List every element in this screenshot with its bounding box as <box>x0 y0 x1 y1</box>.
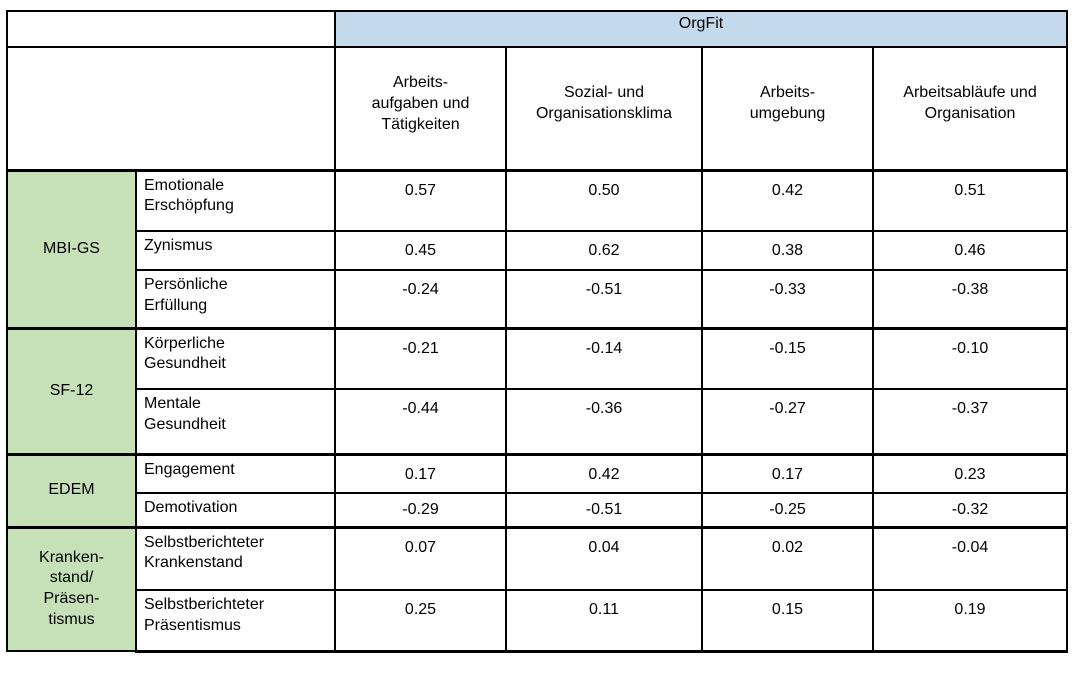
value-cell: -0.25 <box>701 492 874 528</box>
value-cell: -0.24 <box>334 269 507 329</box>
value-cell: 0.50 <box>505 168 703 232</box>
value-cell: 0.25 <box>334 589 507 653</box>
measure-label-cell: Emotionale Erschöpfung <box>135 168 336 232</box>
correlation-table: OrgFit Arbeits- aufgaben und Tätigkeiten… <box>6 10 1068 653</box>
group-header-krankenstand-praesentismus: Kranken- stand/ Präsen- tismus <box>6 525 137 652</box>
orgfit-header: OrgFit <box>334 10 1068 48</box>
measure-label-cell: Demotivation <box>135 492 336 528</box>
value-cell: 0.42 <box>505 452 703 494</box>
measure-label-cell: Selbstberichteter Krankenstand <box>135 525 336 591</box>
measure-label-cell: Körperliche Gesundheit <box>135 326 336 390</box>
column-header-arbeitsumgebung: Arbeits- umgebung <box>701 46 874 171</box>
value-cell: 0.38 <box>701 230 874 271</box>
value-cell: -0.04 <box>872 525 1068 591</box>
measure-label-cell: Zynismus <box>135 230 336 271</box>
value-cell: 0.04 <box>505 525 703 591</box>
measure-label-cell: Persönliche Erfüllung <box>135 269 336 329</box>
value-cell: -0.36 <box>505 388 703 455</box>
value-cell: 0.45 <box>334 230 507 271</box>
value-cell: -0.15 <box>701 326 874 390</box>
value-cell: -0.44 <box>334 388 507 455</box>
value-cell: 0.15 <box>701 589 874 653</box>
measure-label-cell: Engagement <box>135 452 336 494</box>
measure-label-cell: Mentale Gesundheit <box>135 388 336 455</box>
value-cell: -0.29 <box>334 492 507 528</box>
value-cell: -0.14 <box>505 326 703 390</box>
orgfit-header-row: OrgFit <box>6 10 1068 48</box>
value-cell: 0.17 <box>701 452 874 494</box>
table-row: Persönliche Erfüllung -0.24 -0.51 -0.33 … <box>7 269 1068 329</box>
value-cell: -0.51 <box>505 269 703 329</box>
column-header-arbeitsablaeufe: Arbeitsabläufe und Organisation <box>872 46 1068 171</box>
value-cell: 0.46 <box>872 230 1068 271</box>
column-header-arbeitsaufgaben: Arbeits- aufgaben und Tätigkeiten <box>334 46 507 171</box>
group-header-edem: EDEM <box>6 452 137 528</box>
value-cell: 0.11 <box>505 589 703 653</box>
table-row: Mentale Gesundheit -0.44 -0.36 -0.27 -0.… <box>7 388 1068 455</box>
table-row: Kranken- stand/ Präsen- tismus Selbstber… <box>6 525 1068 652</box>
table-row: Selbstberichteter Präsentismus 0.25 0.11… <box>7 589 1068 653</box>
value-cell: 0.23 <box>872 452 1068 494</box>
measure-label-cell: Selbstberichteter Präsentismus <box>135 589 336 653</box>
group-header-sf-12: SF-12 <box>6 326 137 455</box>
group-header-mbi-gs: MBI-GS <box>6 168 137 329</box>
value-cell: 0.17 <box>334 452 507 494</box>
table-row: SF-12 Körperliche Gesundheit -0.21 -0.14… <box>6 326 1068 455</box>
table-row: Demotivation -0.29 -0.51 -0.25 -0.32 <box>7 492 1068 528</box>
value-cell: -0.38 <box>872 269 1068 329</box>
value-cell: -0.51 <box>505 492 703 528</box>
value-cell: 0.42 <box>701 168 874 232</box>
column-header-sozialklima: Sozial- und Organisationsklima <box>505 46 703 171</box>
correlation-table-container: OrgFit Arbeits- aufgaben und Tätigkeiten… <box>6 10 1068 653</box>
value-cell: 0.57 <box>334 168 507 232</box>
table-row: EDEM Engagement 0.17 0.42 0.17 0.23 <box>6 452 1068 528</box>
value-cell: 0.19 <box>872 589 1068 653</box>
value-cell: -0.10 <box>872 326 1068 390</box>
value-cell: 0.02 <box>701 525 874 591</box>
value-cell: -0.32 <box>872 492 1068 528</box>
table-row: MBI-GS Emotionale Erschöpfung 0.57 0.50 … <box>6 168 1068 329</box>
value-cell: -0.27 <box>701 388 874 455</box>
table-row: Zynismus 0.45 0.62 0.38 0.46 <box>7 230 1068 271</box>
value-cell: 0.07 <box>334 525 507 591</box>
value-cell: -0.37 <box>872 388 1068 455</box>
value-cell: -0.33 <box>701 269 874 329</box>
value-cell: 0.62 <box>505 230 703 271</box>
corner-spacer <box>6 10 336 48</box>
column-header-row: Arbeits- aufgaben und Tätigkeiten Sozial… <box>6 46 1068 171</box>
corner-spacer <box>6 46 336 171</box>
value-cell: -0.21 <box>334 326 507 390</box>
value-cell: 0.51 <box>872 168 1068 232</box>
